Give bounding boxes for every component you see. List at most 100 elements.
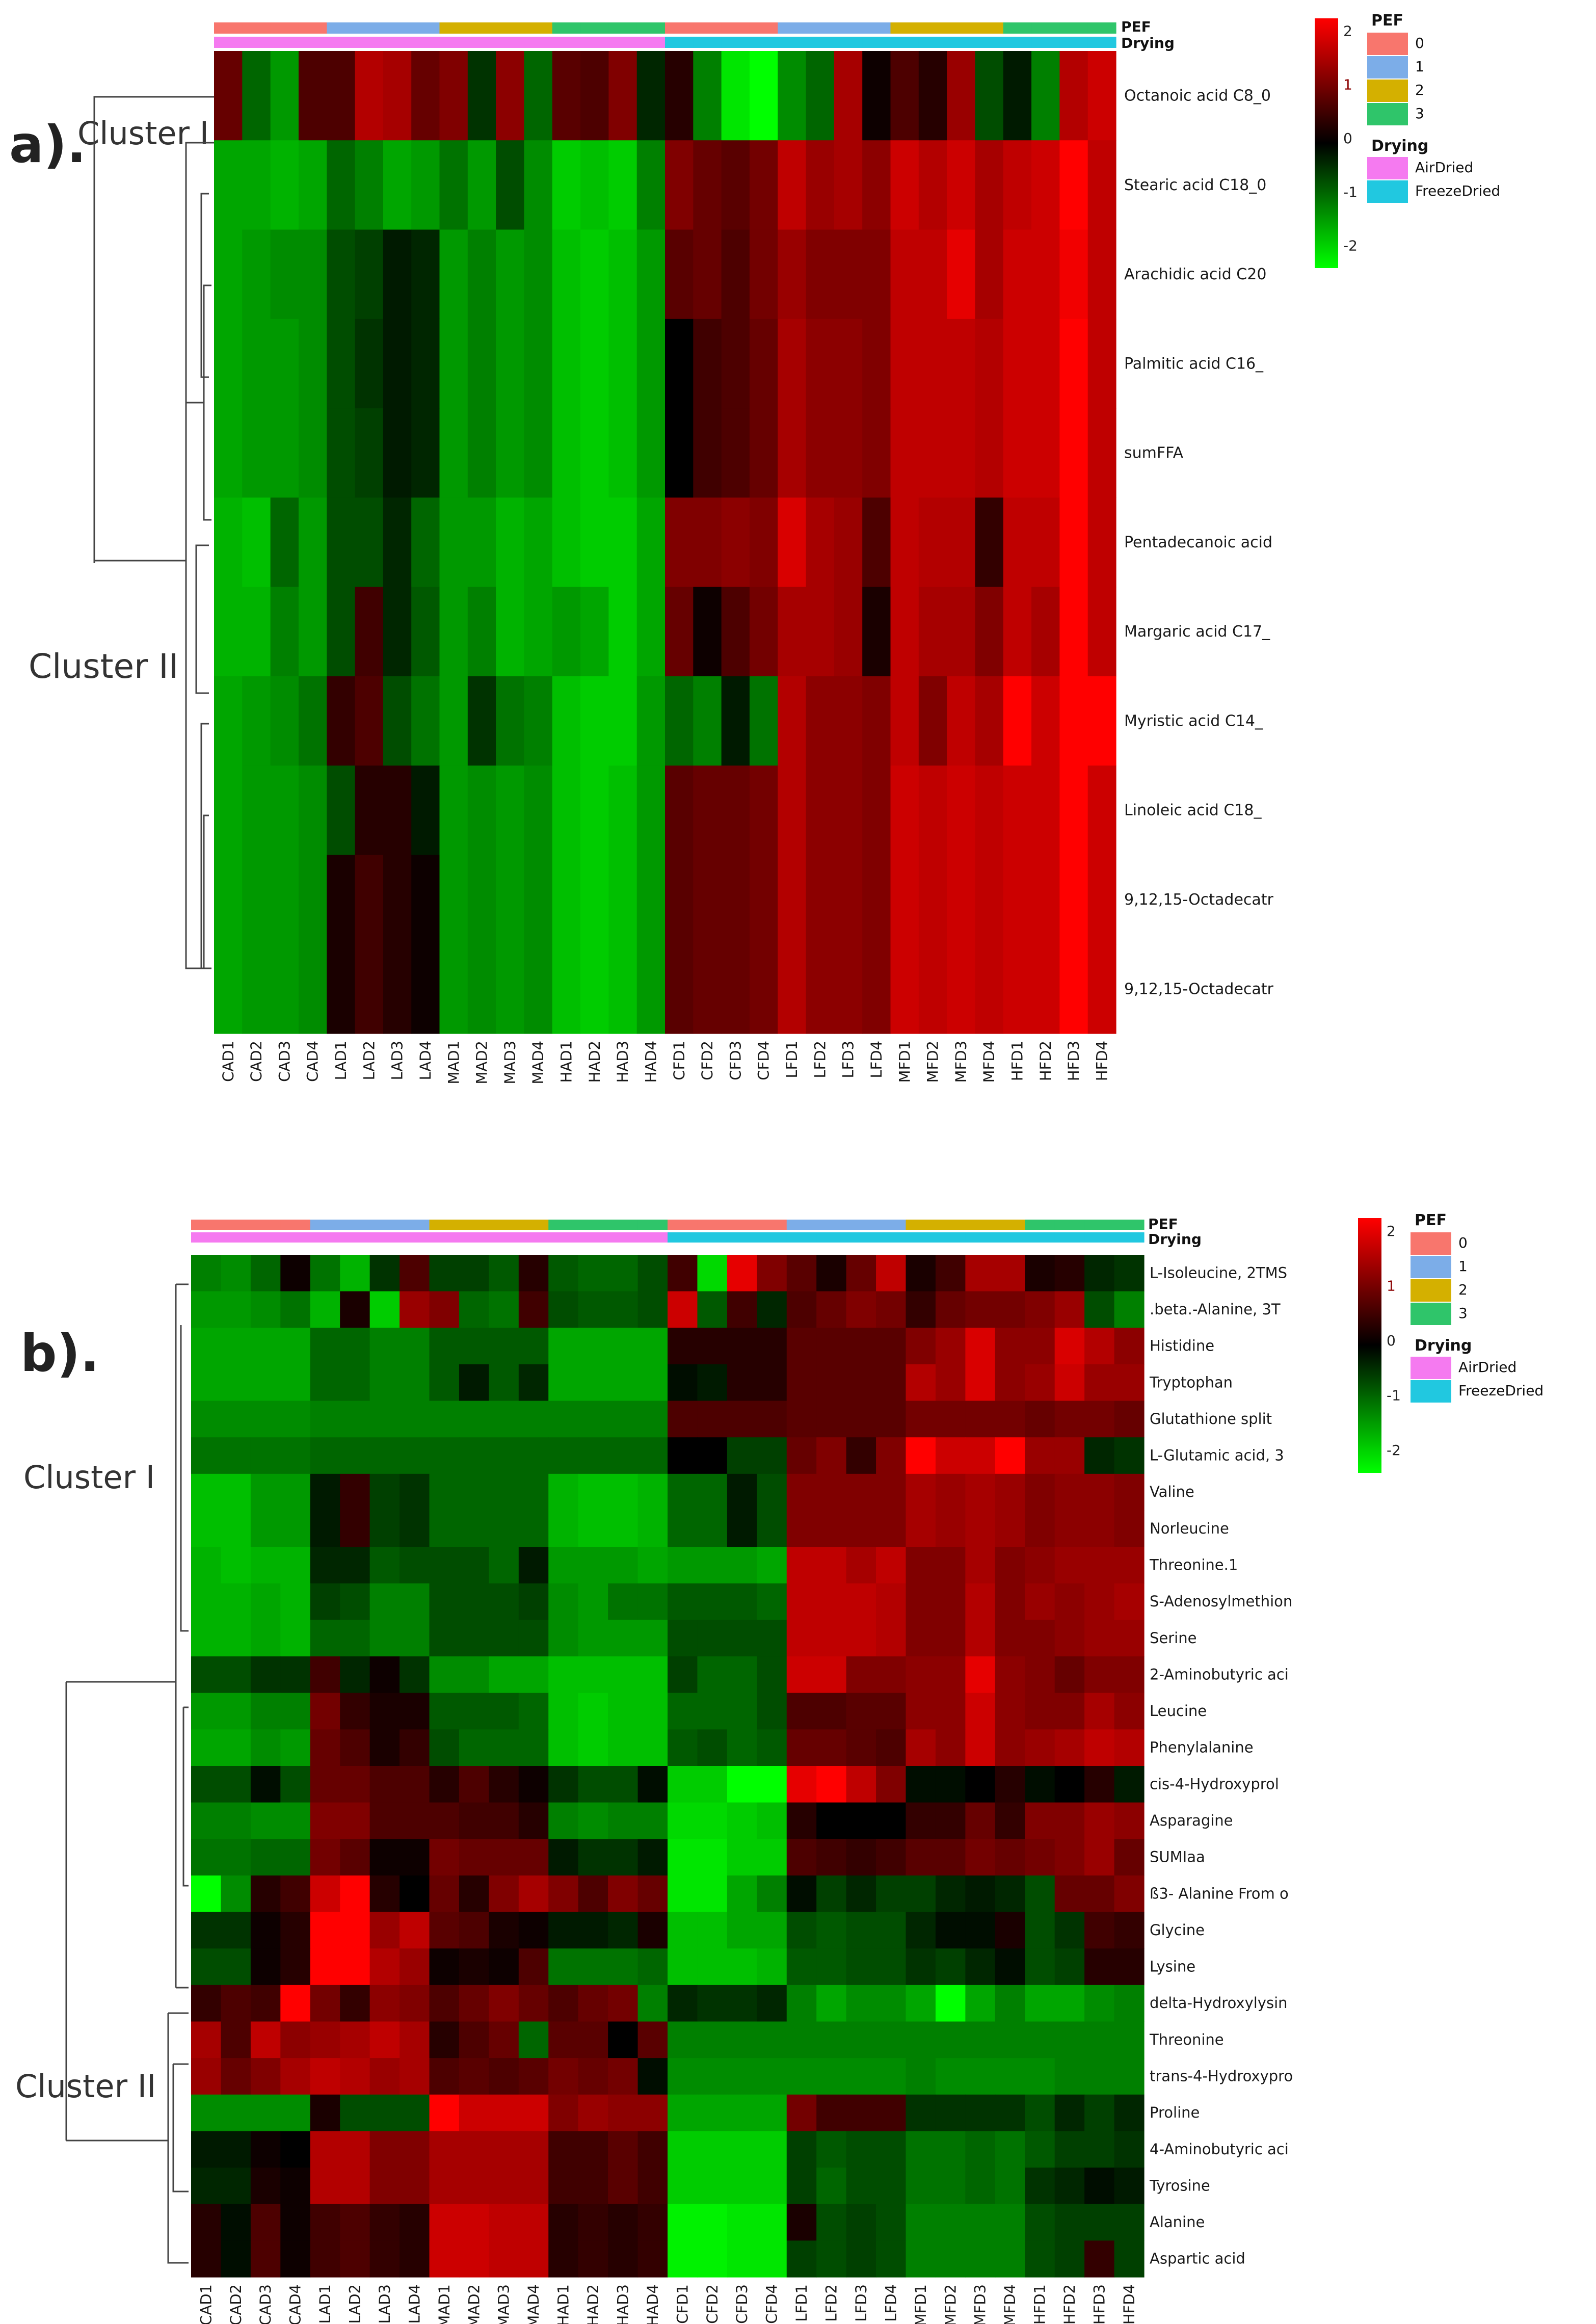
column-label: MFD1	[896, 1041, 913, 1082]
heatmap-cell	[578, 2058, 608, 2095]
heatmap-cell	[221, 1766, 251, 1803]
row-label: Valine	[1150, 1483, 1194, 1500]
heatmap-cell	[1114, 1693, 1145, 1730]
heatmap-cell	[918, 676, 947, 766]
heatmap-cell	[280, 1291, 311, 1328]
cluster-label: Cluster I	[23, 1459, 155, 1496]
column-label: CFD4	[755, 1041, 773, 1080]
heatmap-cell	[280, 1473, 311, 1511]
heatmap-cell	[355, 140, 384, 230]
heatmap-cell	[580, 140, 609, 230]
annotation-cell	[947, 37, 976, 48]
heatmap-cell	[906, 1620, 936, 1657]
heatmap-cell	[786, 1547, 817, 1584]
heatmap-cell	[846, 1364, 876, 1402]
column-label: LFD4	[868, 1041, 885, 1078]
heatmap-cell	[580, 855, 609, 945]
annotation-cell	[524, 22, 553, 34]
heatmap-cell	[369, 1875, 400, 1913]
heatmap-cell	[518, 1912, 549, 1949]
heatmap-cell	[489, 2204, 519, 2241]
heatmap-cell	[429, 2131, 460, 2168]
heatmap-cell	[918, 944, 947, 1034]
heatmap-cell	[749, 51, 778, 141]
heatmap-cell	[400, 1547, 430, 1584]
heatmap-cell	[340, 1547, 370, 1584]
heatmap-cell	[369, 1473, 400, 1511]
heatmap-cell	[578, 2131, 608, 2168]
heatmap-cell	[298, 408, 327, 498]
heatmap-cell	[518, 1948, 549, 1986]
heatmap-cell	[524, 497, 553, 588]
heatmap-cell	[429, 1766, 460, 1803]
heatmap-cell	[693, 765, 722, 856]
annotation-cell	[693, 37, 722, 48]
heatmap-cell	[757, 1912, 787, 1949]
heatmap-cell	[1059, 140, 1088, 230]
annotation-cell	[721, 37, 750, 48]
column-label: HAD3	[614, 1041, 631, 1082]
heatmap-cell	[214, 944, 243, 1034]
heatmap-cell	[935, 1473, 966, 1511]
annotation-cell	[757, 1220, 787, 1230]
heatmap-cell	[906, 1912, 936, 1949]
heatmap-cell	[489, 1693, 519, 1730]
legend-label-pef: 3	[1458, 1305, 1468, 1322]
annotation-cell	[1087, 37, 1116, 48]
heatmap-cell	[548, 1583, 579, 1621]
heatmap-cell	[721, 408, 750, 498]
heatmap-cell	[1025, 2204, 1055, 2241]
heatmap-cell	[697, 2058, 728, 2095]
heatmap-cell	[400, 2058, 430, 2095]
row-label: Aspartic acid	[1150, 2250, 1245, 2267]
heatmap-cell	[778, 676, 807, 766]
heatmap-cell	[298, 51, 327, 141]
row-label: sumFFA	[1124, 444, 1184, 462]
heatmap-cell	[1114, 2021, 1145, 2058]
heatmap-cell	[727, 1291, 757, 1328]
heatmap-cell	[1054, 1473, 1085, 1511]
heatmap-cell	[636, 765, 666, 856]
heatmap-cell	[1114, 1839, 1145, 1876]
heatmap-cell	[310, 1656, 340, 1694]
heatmap-cell	[250, 2094, 281, 2132]
heatmap-cell	[906, 1985, 936, 2022]
heatmap-cell	[697, 1802, 728, 1839]
heatmap-cell	[411, 855, 440, 945]
annotation-cell	[552, 22, 581, 34]
heatmap-cell	[995, 1656, 1025, 1694]
heatmap-cell	[369, 1547, 400, 1584]
heatmap-cell	[995, 1693, 1025, 1730]
column-label: CAD2	[227, 2284, 245, 2324]
heatmap-cell	[411, 587, 440, 677]
annotation-cell	[429, 1232, 460, 1243]
heatmap-cell	[608, 1620, 639, 1657]
column-label: LAD2	[347, 2284, 364, 2323]
heatmap-cell	[862, 587, 891, 677]
heatmap-cell	[221, 1364, 251, 1402]
color-scale-bar	[1315, 18, 1338, 268]
legend-swatch-pef	[1367, 33, 1408, 55]
heatmap-cell	[439, 676, 468, 766]
row-label: trans-4-Hydroxypro	[1150, 2068, 1293, 2085]
heatmap-cell	[935, 2240, 966, 2278]
heatmap-cell	[834, 408, 863, 498]
heatmap-cell	[298, 229, 327, 320]
heatmap-cell	[340, 1583, 370, 1621]
color-scale-tick: -2	[1343, 237, 1358, 254]
legend-label-pef: 2	[1415, 82, 1424, 98]
column-label: MAD4	[529, 1041, 547, 1085]
heatmap-cell	[668, 1473, 698, 1511]
heatmap-cell	[965, 2168, 996, 2205]
heatmap-cell	[608, 1401, 639, 1438]
heatmap-cell	[1114, 1401, 1145, 1438]
heatmap-cell	[727, 2131, 757, 2168]
row-label: Glycine	[1150, 1921, 1205, 1939]
heatmap-cell	[608, 229, 637, 320]
row-label: Threonine	[1149, 2031, 1224, 2048]
heatmap-cell	[906, 1729, 936, 1766]
heatmap-cell	[489, 2094, 519, 2132]
heatmap-cell	[310, 1437, 340, 1474]
heatmap-cell	[552, 319, 581, 409]
heatmap-cell	[816, 1401, 847, 1438]
